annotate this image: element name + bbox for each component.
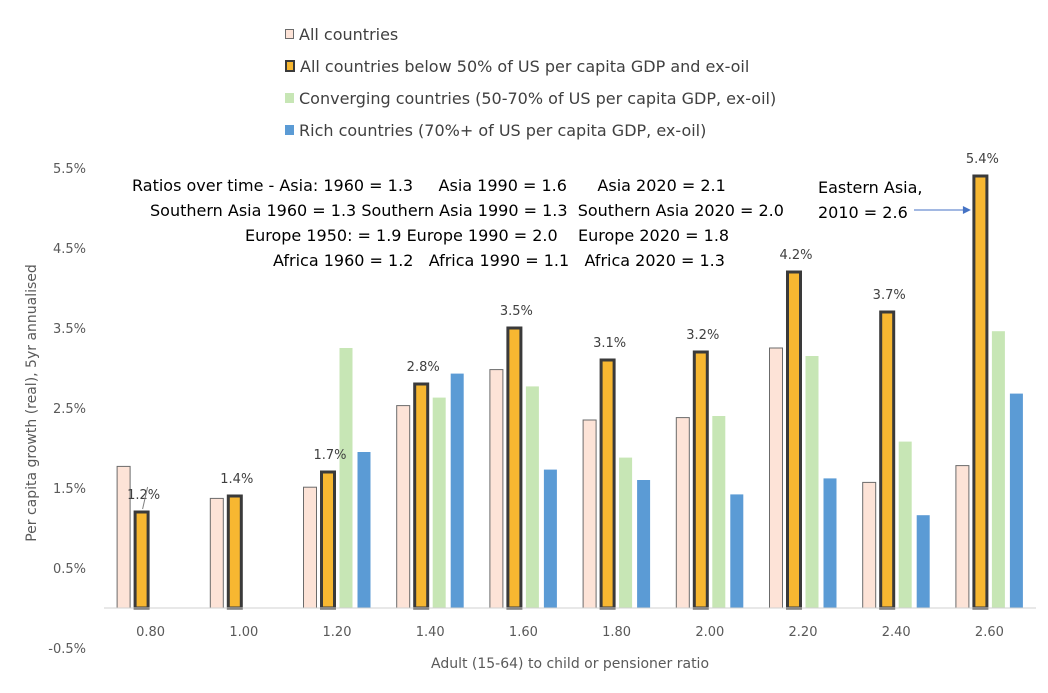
x-tick-label: 0.80 <box>136 625 165 640</box>
bar-converging <box>991 331 1005 608</box>
data-label: 4.2% <box>779 248 812 263</box>
annotation-asia: Ratios over time - Asia: 1960 = 1.3 Asia… <box>132 176 726 195</box>
bar-all-countries <box>582 419 597 609</box>
bar-below-50 <box>972 174 989 610</box>
legend-swatch <box>285 125 294 135</box>
legend-swatch <box>285 29 294 39</box>
legend-swatch <box>285 60 295 72</box>
x-tick-label: 2.60 <box>975 625 1004 640</box>
data-label-leader <box>142 486 149 510</box>
bar-rich <box>357 452 371 608</box>
bar-below-50 <box>506 326 523 610</box>
bar-below-50 <box>692 350 709 610</box>
legend-item-all-countries: All countries <box>285 18 776 50</box>
bar-rich <box>450 373 464 608</box>
data-label: 3.5% <box>500 304 533 319</box>
bar-rich <box>1009 393 1023 608</box>
bar-converging <box>339 348 353 608</box>
bar-below-50 <box>413 382 430 610</box>
callout-eastern-asia-line1: Eastern Asia, <box>818 178 923 197</box>
bar-below-50 <box>320 470 336 610</box>
bar-below-50 <box>879 310 896 610</box>
bar-rich <box>823 478 837 608</box>
y-tick-label: 2.5% <box>53 402 86 417</box>
y-tick-label: 1.5% <box>53 482 86 497</box>
x-tick-label: 2.40 <box>882 625 911 640</box>
bar-below-50 <box>786 270 802 610</box>
data-label: 3.2% <box>686 328 719 343</box>
bar-all-countries <box>675 417 690 609</box>
bar-converging <box>805 356 819 608</box>
legend-label: Converging countries (50-70% of US per c… <box>299 88 777 108</box>
data-label: 1.7% <box>313 448 346 463</box>
x-tick-label: 1.80 <box>602 625 631 640</box>
legend-label: All countries below 50% of US per capita… <box>300 56 750 76</box>
legend-item-converging: Converging countries (50-70% of US per c… <box>285 82 776 114</box>
y-tick-label: 4.5% <box>53 242 86 257</box>
x-tick-label: 1.20 <box>323 625 352 640</box>
bar-all-countries <box>955 465 970 609</box>
data-label: 1.2% <box>127 488 160 503</box>
bar-below-50 <box>226 494 243 610</box>
y-tick-label: 3.5% <box>53 322 86 337</box>
y-axis-title: Per capita growth (real), 5yr annualised <box>24 264 40 542</box>
bar-all-countries <box>209 497 224 609</box>
data-label: 3.1% <box>593 336 626 351</box>
bar-rich <box>637 480 651 608</box>
data-label: 5.4% <box>966 152 999 167</box>
bar-all-countries <box>303 486 317 609</box>
x-axis-title: Adult (15-64) to child or pensioner rati… <box>431 656 709 672</box>
callout-eastern-asia-line2: 2010 = 2.6 <box>818 203 908 222</box>
data-label: 1.4% <box>220 472 253 487</box>
annotation-europe: Europe 1950: = 1.9 Europe 1990 = 2.0 Eur… <box>245 226 730 245</box>
bar-converging <box>619 457 633 608</box>
data-label: 3.7% <box>873 288 906 303</box>
bar-rich <box>730 494 744 608</box>
legend: All countries All countries below 50% of… <box>285 18 776 146</box>
legend-item-below-50: All countries below 50% of US per capita… <box>285 50 776 82</box>
annotation-africa: Africa 1960 = 1.2 Africa 1990 = 1.1 Afri… <box>273 251 725 270</box>
x-tick-label: 1.40 <box>416 625 445 640</box>
x-tick-label: 2.00 <box>695 625 724 640</box>
y-tick-label: 5.5% <box>53 162 86 177</box>
bar-converging <box>712 416 726 608</box>
legend-label: All countries <box>299 24 399 44</box>
annotation-southern-asia: Southern Asia 1960 = 1.3 Southern Asia 1… <box>150 201 784 220</box>
bar-converging <box>898 441 912 608</box>
legend-swatch <box>285 93 294 103</box>
bar-all-countries <box>396 405 411 609</box>
callout-arrow-head <box>962 206 971 214</box>
legend-item-rich: Rich countries (70%+ of US per capita GD… <box>285 114 776 146</box>
bar-all-countries <box>862 481 877 609</box>
bar-converging <box>525 386 539 608</box>
x-tick-label: 2.20 <box>789 625 818 640</box>
bar-below-50 <box>133 510 150 610</box>
y-tick-label: 0.5% <box>53 562 86 577</box>
legend-label: Rich countries (70%+ of US per capita GD… <box>299 120 707 140</box>
bar-all-countries <box>769 347 783 609</box>
x-tick-label: 1.60 <box>509 625 538 640</box>
bar-rich <box>916 515 930 608</box>
bar-rich <box>543 469 557 608</box>
y-tick-label: -0.5% <box>48 642 86 657</box>
bar-all-countries <box>489 369 504 609</box>
bar-converging <box>432 397 446 608</box>
data-label: 2.8% <box>407 360 440 375</box>
x-tick-label: 1.00 <box>229 625 258 640</box>
bar-below-50 <box>599 358 616 610</box>
